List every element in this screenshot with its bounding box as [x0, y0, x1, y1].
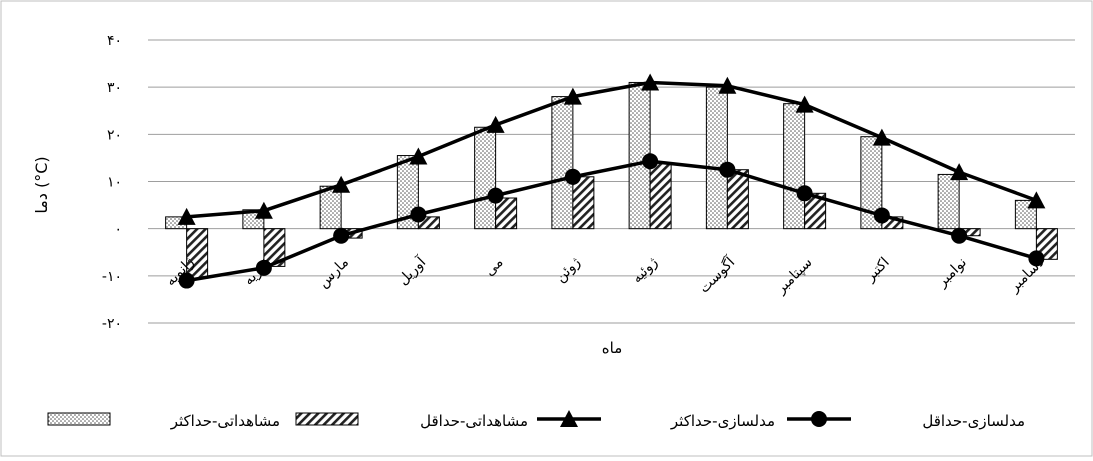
legend-item: مدلسازی-حداقل: [787, 411, 1025, 430]
marker-triangle: [409, 147, 428, 165]
bar-observed-max: [319, 185, 342, 230]
bar-observed-min: [1035, 228, 1058, 260]
bar-observed-min: [495, 197, 518, 230]
legend-marker-circle: [811, 411, 827, 427]
marker-circle: [873, 207, 890, 224]
marker-triangle: [872, 128, 891, 146]
y-tick-label: -۱۰: [102, 269, 122, 285]
marker-triangle: [795, 95, 814, 113]
y-tick-label: ۳۰: [107, 80, 122, 96]
x-tick-label: ژوئن: [553, 254, 584, 285]
marker-circle: [719, 161, 736, 178]
legend-label: مشاهداتی-حداکثر: [170, 412, 280, 430]
x-tick-label: اکتبر: [862, 255, 893, 286]
marker-circle: [410, 206, 427, 223]
x-tick-label: آوریل: [395, 253, 430, 288]
legend-item: مدلسازی-حداکثر: [537, 410, 775, 430]
y-tick-label: ۱۰: [107, 175, 122, 191]
line-model-max: [186, 80, 1038, 219]
bar-observed-max: [474, 126, 497, 230]
legend-swatch-hatch: [295, 412, 359, 426]
legend-item: مشاهداتی-حداقل: [295, 412, 528, 430]
legend-marker-triangle: [560, 410, 578, 427]
bar-observed-min: [263, 228, 286, 267]
marker-circle: [333, 227, 350, 244]
x-tick-label: مارس: [315, 255, 352, 292]
x-axis-ticks: ژانویه فوریه مارس آوریل می ژوئن ژوئیه آگوست سپتا…: [163, 253, 1048, 298]
bar-observed-min: [649, 162, 672, 230]
bar-observed-max: [937, 173, 960, 230]
marker-triangle: [950, 163, 969, 181]
bar-observed-min: [804, 192, 827, 230]
x-axis-title: ماه: [602, 339, 622, 357]
legend-label: مدلسازی-حداکثر: [670, 412, 775, 430]
bar-observed-max: [551, 96, 574, 230]
x-tick-label: ژوئیه: [629, 254, 661, 286]
bar-observed-min: [726, 169, 749, 230]
y-tick-label: ۲۰: [107, 127, 122, 143]
marker-circle: [487, 187, 504, 204]
y-axis-ticks: ۴۰ ۳۰ ۲۰ ۱۰ ۰ -۱۰ -۲۰: [102, 33, 122, 332]
marker-triangle: [718, 76, 737, 94]
marker-circle: [178, 272, 195, 289]
marker-triangle: [177, 207, 196, 225]
gridlines: [148, 39, 1075, 324]
bar-observed-max: [860, 136, 883, 230]
marker-circle: [564, 168, 581, 185]
legend: مشاهداتی-حداکثر مشاهداتی-حداقل مدلسازی-حدا…: [47, 410, 1025, 430]
marker-triangle: [563, 87, 582, 105]
y-tick-label: ۴۰: [107, 33, 122, 49]
marker-circle: [255, 259, 272, 276]
y-tick-label: -۲۰: [102, 316, 122, 332]
legend-label: مدلسازی-حداقل: [922, 412, 1025, 430]
line-model-min: [186, 159, 1037, 283]
legend-swatch-dots: [47, 412, 111, 426]
bar-observed-max: [783, 103, 806, 230]
bars: [165, 81, 1058, 279]
bar-observed-max: [705, 86, 728, 230]
model-lines: [177, 73, 1046, 289]
marker-triangle: [486, 115, 505, 133]
marker-circle: [642, 153, 659, 170]
y-axis-title: دما (°C): [32, 156, 51, 213]
marker-triangle: [332, 175, 351, 193]
x-tick-label: نوامبر: [934, 255, 970, 291]
marker-circle: [796, 185, 813, 202]
marker-circle: [1028, 250, 1045, 267]
bar-observed-min: [572, 176, 595, 230]
legend-item: مشاهداتی-حداکثر: [47, 412, 280, 430]
x-tick-label: آگوست: [696, 253, 739, 296]
x-tick-label: دسامبر: [1006, 255, 1047, 296]
y-tick-label: ۰: [114, 222, 122, 238]
marker-triangle: [641, 73, 660, 91]
legend-label: مشاهداتی-حداقل: [420, 412, 528, 430]
marker-triangle: [254, 201, 273, 219]
bar-observed-min: [417, 216, 440, 230]
marker-triangle: [1027, 191, 1046, 209]
marker-circle: [951, 227, 968, 244]
